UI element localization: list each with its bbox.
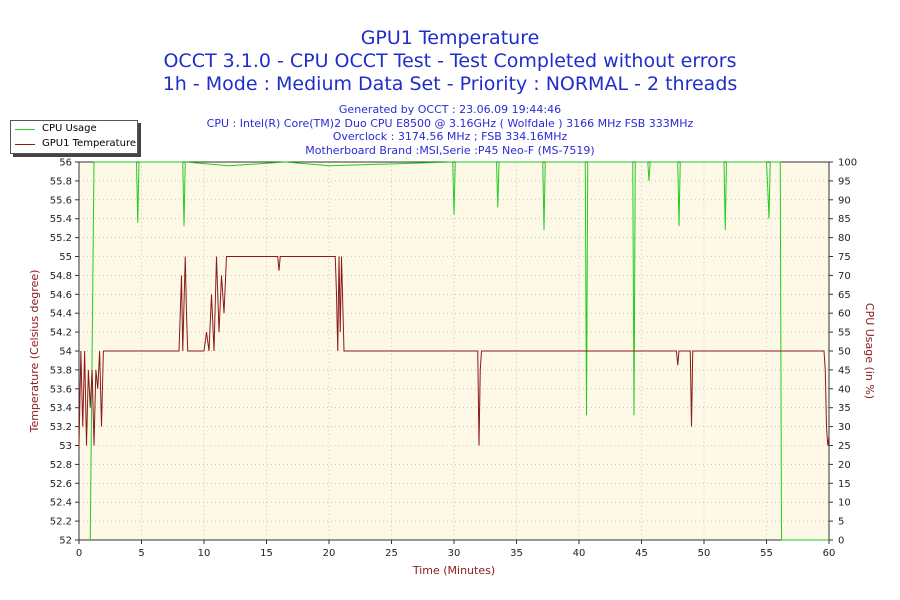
x-tick-label: 15 — [260, 548, 273, 559]
chart-subtitle-mode: 1h - Mode : Medium Data Set - Priority :… — [162, 73, 738, 95]
x-tick-label: 10 — [198, 548, 211, 559]
y-tick-label-left: 52.8 — [50, 460, 72, 471]
y-tick-label-right: 70 — [838, 271, 851, 282]
info-generated: Generated by OCCT : 23.06.09 19:44:46 — [338, 103, 562, 116]
y-tick-label-left: 52.2 — [50, 517, 72, 528]
y-tick-label-left: 55.4 — [50, 214, 72, 225]
system-info: Generated by OCCT : 23.06.09 19:44:46 CP… — [0, 103, 900, 157]
legend-swatch-gpu-temperature — [15, 143, 35, 145]
y-tick-label-right: 0 — [838, 536, 844, 547]
x-tick-label: 50 — [698, 548, 711, 559]
x-tick-label: 0 — [76, 548, 82, 559]
x-tick-label: 55 — [760, 548, 773, 559]
y-tick-label-right: 55 — [838, 328, 851, 339]
y-tick-label-right: 35 — [838, 403, 851, 414]
y-tick-label-right: 85 — [838, 214, 851, 225]
y-tick-label-left: 54 — [59, 347, 72, 358]
y-tick-label-left: 53.8 — [50, 365, 72, 376]
plot-frame — [78, 161, 830, 541]
y-axis-label-left: Temperature (Celsius degree) — [28, 270, 41, 434]
legend-item-gpu-temperature: GPU1 Temperature — [11, 137, 137, 151]
y-tick-label-left: 53.4 — [50, 403, 72, 414]
y-tick-label-right: 90 — [838, 195, 851, 206]
y-tick-label-left: 54.2 — [50, 328, 72, 339]
legend-label-gpu-temperature: GPU1 Temperature — [42, 138, 136, 149]
y-tick-label-right: 45 — [838, 365, 851, 376]
y-tick-label-left: 55.8 — [50, 176, 72, 187]
series-line-gpu-temperature — [78, 256, 830, 446]
y-tick-label-right: 100 — [838, 158, 857, 169]
y-tick-label-right: 5 — [838, 517, 844, 528]
y-tick-label-left: 53.2 — [50, 422, 72, 433]
y-tick-label-left: 56 — [59, 158, 72, 169]
y-tick-label-left: 55.2 — [50, 233, 72, 244]
y-tick-label-left: 53.6 — [50, 384, 72, 395]
y-tick-label-right: 75 — [838, 252, 851, 263]
info-cpu: CPU : Intel(R) Core(TM)2 Duo CPU E8500 @… — [206, 116, 694, 130]
info-motherboard: Motherboard Brand :MSI,Serie :P45 Neo-F … — [305, 143, 595, 157]
legend-label-cpu-usage: CPU Usage — [42, 123, 97, 134]
y-tick-label-right: 20 — [838, 460, 851, 471]
y-tick-label-right: 50 — [838, 347, 851, 358]
chart-title: GPU1 Temperature — [360, 27, 540, 49]
legend-swatch-cpu-usage — [15, 128, 35, 130]
y-tick-label-left: 52.4 — [50, 498, 72, 509]
y-tick-label-right: 15 — [838, 479, 851, 490]
series-line-cpu-usage — [89, 161, 829, 541]
y-tick-label-right: 65 — [838, 290, 851, 301]
x-tick-label: 60 — [823, 548, 836, 559]
x-tick-label: 20 — [323, 548, 336, 559]
info-overclock: Overclock : 3174.56 MHz ; FSB 334.16MHz — [332, 130, 568, 143]
x-tick-label: 30 — [448, 548, 461, 559]
x-tick-label: 5 — [138, 548, 144, 559]
y-tick-label-left: 52.6 — [50, 479, 72, 490]
y-axis-label-right: CPU Usage (in %) — [863, 303, 876, 399]
y-tick-label-left: 54.4 — [50, 309, 72, 320]
chart-legend: CPU Usage GPU1 Temperature — [10, 120, 138, 154]
y-tick-label-left: 54.6 — [50, 290, 72, 301]
y-tick-label-left: 55.6 — [50, 195, 72, 206]
y-tick-label-left: 54.8 — [50, 271, 72, 282]
y-tick-label-right: 25 — [838, 441, 851, 452]
y-tick-label-right: 10 — [838, 498, 851, 509]
y-tick-label-left: 53 — [59, 441, 72, 452]
y-tick-label-left: 52 — [59, 536, 72, 547]
x-axis-label: Time (Minutes) — [412, 564, 495, 577]
x-tick-label: 45 — [635, 548, 648, 559]
x-tick-label: 25 — [385, 548, 398, 559]
chart-subtitle-test: OCCT 3.1.0 - CPU OCCT Test - Test Comple… — [163, 50, 737, 72]
x-tick-label: 35 — [510, 548, 523, 559]
y-tick-label-right: 40 — [838, 384, 851, 395]
y-tick-label-right: 95 — [838, 176, 851, 187]
x-tick-label: 40 — [573, 548, 586, 559]
y-tick-label-left: 55 — [59, 252, 72, 263]
y-tick-label-right: 80 — [838, 233, 851, 244]
y-tick-label-right: 60 — [838, 309, 851, 320]
legend-item-cpu-usage: CPU Usage — [11, 122, 137, 136]
y-tick-label-right: 30 — [838, 422, 851, 433]
